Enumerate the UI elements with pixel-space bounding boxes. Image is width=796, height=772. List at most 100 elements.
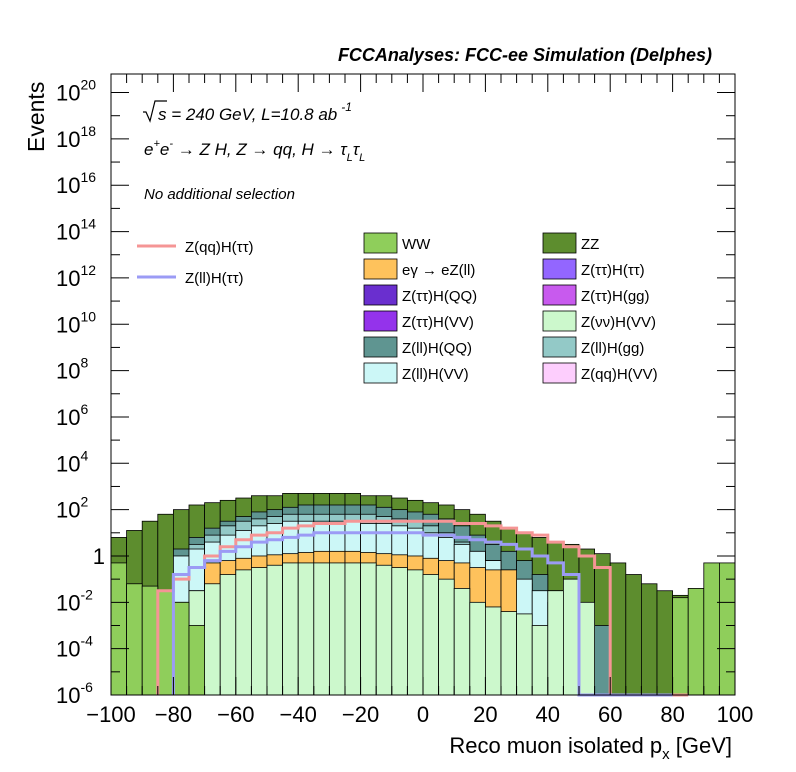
bar-c3-10	[266, 564, 284, 696]
legend-swatch-9	[542, 336, 577, 358]
lumi-exponent: -1	[341, 100, 352, 114]
legend-swatch-5	[542, 284, 577, 306]
bar-c4-36	[672, 597, 689, 696]
bar-c3-14	[328, 562, 346, 696]
bar-c3-26	[516, 613, 533, 696]
x-axis-label: Reco muon isolated px [GeV]	[449, 733, 732, 763]
x-tick-label-0: −100	[86, 702, 136, 727]
bar-c4-37	[687, 588, 705, 696]
legend-swatch-7	[542, 310, 577, 332]
bar-s1-31	[594, 625, 611, 696]
y-tick-label-8: 104	[56, 447, 88, 476]
line-series-1	[171, 531, 673, 697]
bar-c3-20	[422, 574, 440, 696]
legend-label-9: Z(ll)H(gg)	[581, 340, 644, 357]
legend-label-5: Z(ττ)H(gg)	[581, 288, 650, 305]
annotation-block: s = 240 GeV, L=10.8 ab -1 e+e- → Z H, Z →…	[143, 100, 365, 203]
legend-label-4: Z(ττ)H(QQ)	[402, 288, 477, 305]
process-sup2: -	[169, 138, 173, 150]
svg-text:Reco muon isolated px [GeV]: Reco muon isolated px [GeV]	[449, 733, 732, 763]
bar-c3-12	[297, 562, 315, 696]
legend-label-11: Z(qq)H(VV)	[581, 366, 658, 383]
x-axis-label-text: Reco muon isolated p	[449, 733, 662, 758]
y-tick-label-2: 1016	[56, 169, 96, 198]
x-tick-label-5: 0	[417, 702, 429, 727]
legend-swatch-11	[542, 362, 577, 384]
process-sub1: L	[347, 152, 353, 164]
legend-swatch-3	[542, 258, 577, 280]
bar-c4-38	[703, 562, 720, 696]
stacked-histogram	[110, 493, 736, 696]
bar-c4-5	[188, 625, 205, 696]
x-tick-label-3: −40	[280, 702, 317, 727]
legend: Z(qq)H(ττ) Z(ll)H(ττ) WW ZZ eγ → eZ(ll) Z(ττ)…	[137, 232, 658, 384]
bar-c3-18	[391, 567, 408, 696]
bar-c4-2	[141, 585, 159, 696]
y-axis: 102010181016101410121010108106104102110-…	[56, 77, 735, 708]
bar-c3-8	[235, 569, 252, 696]
bar-c4-1	[126, 583, 143, 696]
bar-c3-22	[453, 588, 471, 696]
legend-swatch-4	[363, 284, 398, 306]
bar-c3-17	[375, 564, 393, 696]
bar-s0-32	[609, 562, 627, 696]
legend-label-6: Z(ττ)H(VV)	[402, 314, 474, 331]
bar-c3-7	[219, 574, 237, 696]
svg-text:e+e- → Z H, Z → qq, H → τLτL: e+e- → Z H, Z → qq, H → τLτL	[144, 138, 365, 164]
x-axis-label-sub: x	[662, 746, 670, 763]
legend-label-1: ZZ	[581, 236, 599, 253]
y-tick-label-1: 1018	[56, 123, 96, 152]
legend-line-label-1: Z(ll)H(ττ)	[185, 270, 244, 287]
process-e2: e	[160, 140, 169, 159]
legend-label-0: WW	[402, 236, 431, 253]
x-tick-label-2: −60	[217, 702, 254, 727]
bar-c3-11	[282, 562, 299, 696]
bar-c4-4	[172, 601, 190, 696]
process-e1: e	[144, 140, 153, 159]
y-tick-label-3: 1014	[56, 216, 96, 245]
y-tick-label-7: 106	[56, 401, 88, 430]
x-tick-label-8: 60	[598, 702, 622, 727]
x-tick-label-4: −20	[342, 702, 379, 727]
process-main: → Z H, Z → qq, H → τ	[173, 140, 348, 159]
process-sup1: +	[153, 138, 160, 150]
sqrt-symbol	[143, 100, 167, 123]
bar-c3-28	[547, 590, 564, 696]
y-tick-label-12: 10-4	[56, 633, 93, 662]
x-axis: −100 −80 −60 −40 −20 0 20 40 60 80 100	[86, 74, 753, 727]
bar-c3-16	[360, 562, 377, 696]
legend-swatch-2	[363, 258, 398, 280]
bar-c3-19	[406, 569, 424, 696]
y-tick-label-13: 10-6	[56, 679, 93, 708]
y-tick-label-5: 1010	[56, 308, 96, 337]
legend-label-10: Z(ll)H(VV)	[402, 366, 469, 383]
signal-lines	[156, 519, 689, 697]
process-sub2: L	[359, 152, 365, 164]
y-tick-label-10: 1	[93, 544, 105, 569]
chart-header: FCCAnalyses: FCC-ee Simulation (Delphes)	[338, 45, 712, 65]
legend-label-2: eγ → eZ(ll)	[402, 262, 475, 279]
bar-c3-13	[313, 562, 330, 696]
bar-c3-27	[531, 625, 549, 696]
legend-swatch-0	[363, 232, 398, 254]
x-tick-label-10: 100	[717, 702, 754, 727]
y-tick-label-11: 10-2	[56, 586, 93, 615]
bar-c4-3	[157, 590, 174, 696]
bar-c3-29	[563, 578, 580, 696]
bar-c4-39	[719, 562, 736, 696]
y-tick-label-4: 1012	[56, 262, 96, 291]
bar-s0-35	[656, 590, 674, 696]
svg-text:s = 240 GeV, L=10.8 ab-1: s = 240 GeV, L=10.8 ab -1	[158, 100, 352, 124]
legend-line-label-0: Z(qq)H(ττ)	[185, 239, 254, 256]
x-tick-label-9: 80	[660, 702, 684, 727]
legend-swatch-6	[363, 310, 398, 332]
bar-c3-23	[469, 601, 486, 696]
y-tick-label-9: 102	[56, 494, 88, 523]
bar-c3-15	[344, 562, 362, 696]
process-tau2: τ	[353, 140, 361, 159]
legend-label-7: Z(νν)H(VV)	[581, 314, 656, 331]
selection-text: No additional selection	[144, 186, 295, 203]
legend-label-3: Z(ττ)H(ττ)	[581, 262, 645, 279]
bar-s0-34	[641, 583, 658, 696]
